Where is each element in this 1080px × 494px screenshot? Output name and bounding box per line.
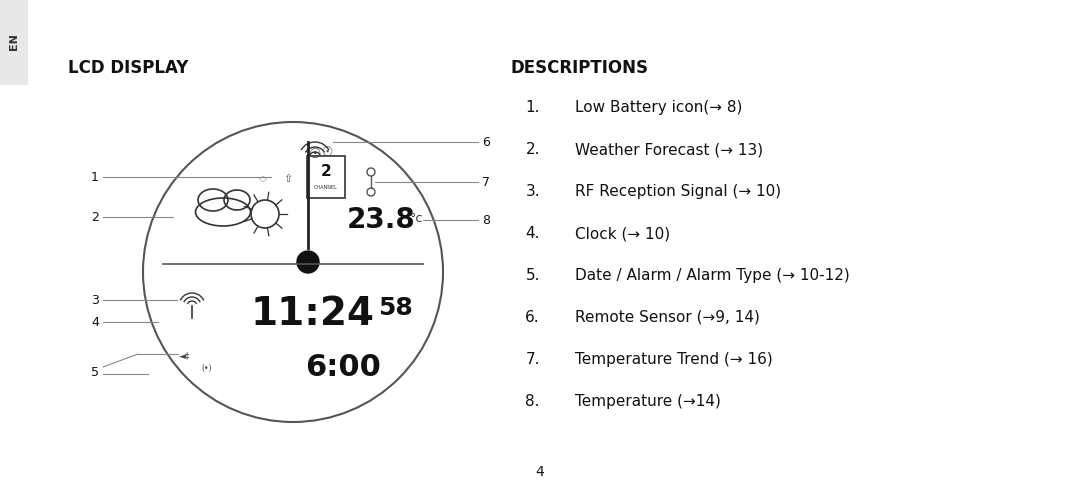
Text: ☉: ☉ bbox=[309, 147, 321, 161]
Text: ◄‡: ◄‡ bbox=[179, 352, 191, 361]
Text: 6: 6 bbox=[482, 135, 490, 149]
Text: 2: 2 bbox=[91, 210, 99, 223]
FancyBboxPatch shape bbox=[307, 156, 345, 198]
Text: Weather Forecast (→ 13): Weather Forecast (→ 13) bbox=[575, 142, 764, 157]
Text: 5: 5 bbox=[91, 366, 99, 378]
Text: Clock (→ 10): Clock (→ 10) bbox=[575, 226, 670, 241]
Circle shape bbox=[297, 251, 319, 273]
Text: Low Battery icon(→ 8): Low Battery icon(→ 8) bbox=[575, 100, 742, 115]
Text: Remote Sensor (→9, 14): Remote Sensor (→9, 14) bbox=[575, 310, 760, 325]
Text: DESCRIPTIONS: DESCRIPTIONS bbox=[510, 59, 648, 77]
Text: Temperature Trend (→ 16): Temperature Trend (→ 16) bbox=[575, 352, 773, 367]
Text: ⇧: ⇧ bbox=[283, 174, 293, 184]
Text: 11:24: 11:24 bbox=[251, 295, 375, 333]
Text: (•): (•) bbox=[202, 364, 213, 372]
Text: 23.8: 23.8 bbox=[347, 206, 416, 234]
Text: 4: 4 bbox=[536, 465, 544, 479]
Text: 7.: 7. bbox=[526, 352, 540, 367]
Text: 6.: 6. bbox=[525, 310, 540, 325]
Text: 1.: 1. bbox=[526, 100, 540, 115]
Text: °c: °c bbox=[409, 211, 422, 224]
Text: 58: 58 bbox=[378, 296, 413, 320]
Text: Temperature (→14): Temperature (→14) bbox=[575, 394, 720, 409]
Text: CHANNEL: CHANNEL bbox=[314, 184, 338, 190]
Text: ♢: ♢ bbox=[258, 172, 268, 182]
Text: 6:00: 6:00 bbox=[305, 353, 381, 381]
Text: 1: 1 bbox=[91, 170, 99, 183]
Text: LCD DISPLAY: LCD DISPLAY bbox=[68, 59, 188, 77]
Text: 4.: 4. bbox=[526, 226, 540, 241]
Text: ☉: ☉ bbox=[322, 146, 334, 159]
Text: EN: EN bbox=[9, 34, 19, 50]
Text: 3.: 3. bbox=[525, 184, 540, 199]
Text: 4: 4 bbox=[91, 316, 99, 329]
Bar bbox=[0, 0, 28, 85]
Text: 3: 3 bbox=[91, 293, 99, 306]
Circle shape bbox=[313, 156, 318, 160]
Text: Date / Alarm / Alarm Type (→ 10-12): Date / Alarm / Alarm Type (→ 10-12) bbox=[575, 268, 850, 283]
Text: 8: 8 bbox=[482, 213, 490, 227]
Text: 7: 7 bbox=[482, 175, 490, 189]
Text: 8.: 8. bbox=[526, 394, 540, 409]
Text: 2: 2 bbox=[321, 164, 332, 178]
Text: 5.: 5. bbox=[526, 268, 540, 283]
Text: 2.: 2. bbox=[526, 142, 540, 157]
Text: RF Reception Signal (→ 10): RF Reception Signal (→ 10) bbox=[575, 184, 781, 199]
